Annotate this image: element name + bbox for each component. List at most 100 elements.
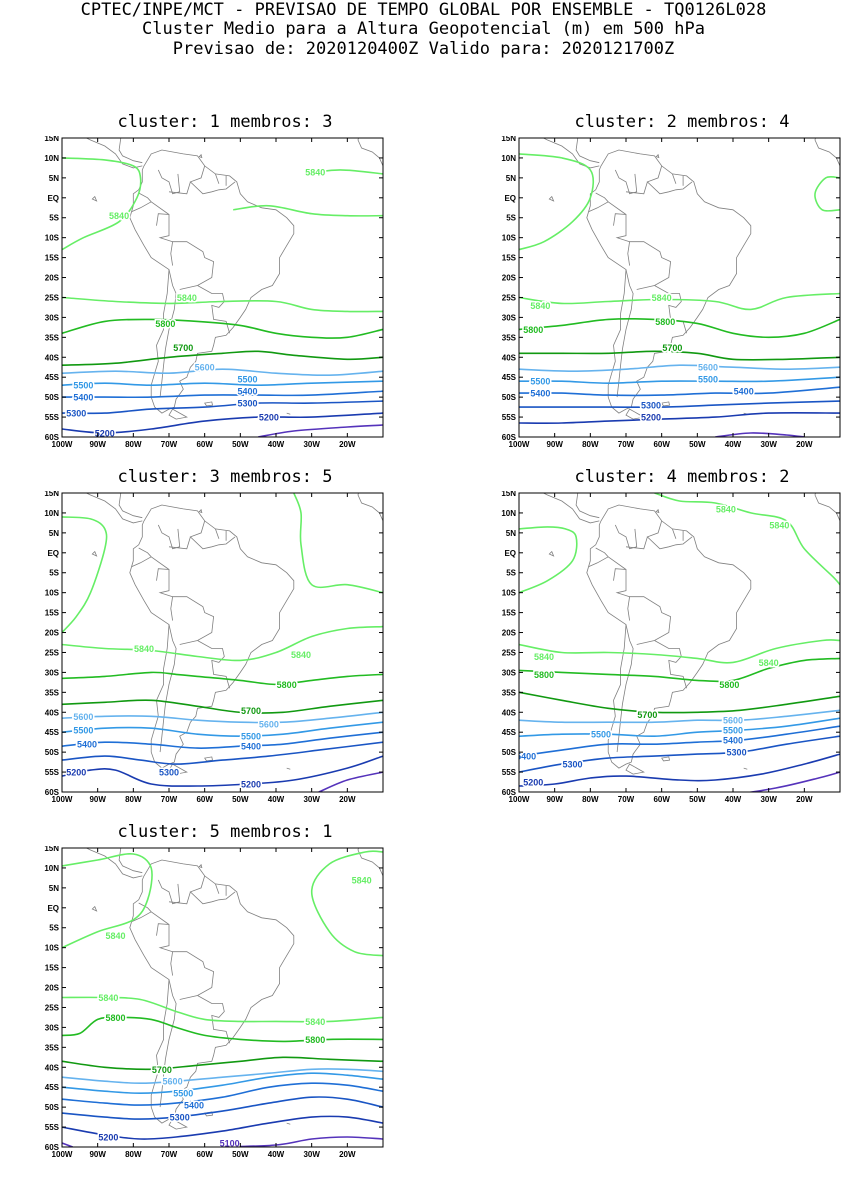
contour-label: 5800 bbox=[719, 680, 739, 690]
contour-5840 bbox=[519, 292, 840, 311]
map-frame bbox=[61, 492, 384, 793]
contour-label: 5200 bbox=[259, 413, 279, 423]
island-coast bbox=[168, 763, 188, 775]
lat-label: 55S bbox=[502, 413, 517, 422]
lat-label: 5N bbox=[49, 529, 59, 538]
country-border bbox=[614, 169, 638, 195]
lat-label: 5N bbox=[506, 529, 516, 538]
contour-5700 bbox=[519, 691, 840, 714]
lon-label: 40W bbox=[268, 440, 285, 449]
contour-label: 5400 bbox=[184, 1101, 204, 1111]
country-border bbox=[189, 875, 236, 905]
country-border bbox=[159, 269, 177, 398]
lon-label: 60W bbox=[196, 1150, 213, 1159]
country-border bbox=[613, 568, 630, 598]
island-coast bbox=[168, 408, 188, 420]
lat-label: EQ bbox=[47, 549, 59, 558]
lat-label: 10S bbox=[45, 589, 60, 598]
island-coast bbox=[204, 401, 213, 407]
country-border bbox=[197, 640, 230, 689]
lon-label: 70W bbox=[161, 440, 178, 449]
contour-label: 5200 bbox=[523, 778, 543, 788]
country-border bbox=[595, 192, 627, 215]
contour-5840 bbox=[519, 639, 840, 664]
lon-label: 40W bbox=[725, 440, 742, 449]
lat-label: 60S bbox=[45, 433, 60, 442]
lon-label: 20W bbox=[796, 440, 813, 449]
map-layer: 5840 5840 5840 5840 5800 5800 5700 5600 5500 5400… bbox=[62, 848, 383, 1147]
contour-5800 bbox=[62, 1016, 383, 1043]
contour-label: 5840 bbox=[305, 1017, 325, 1027]
contour-5700 bbox=[62, 350, 383, 366]
country-border bbox=[616, 269, 634, 398]
lat-label: 15S bbox=[502, 609, 517, 618]
contour-5100 bbox=[690, 771, 840, 792]
country-border bbox=[168, 536, 191, 550]
contour-label: 5300 bbox=[727, 748, 747, 758]
country-border bbox=[197, 995, 230, 1044]
country-border bbox=[156, 213, 173, 243]
lon-label: 70W bbox=[618, 440, 635, 449]
lat-label: 5S bbox=[49, 214, 59, 223]
lon-label: 80W bbox=[125, 1150, 142, 1159]
contour-label: 5840 bbox=[134, 644, 154, 654]
island-coast bbox=[91, 550, 98, 557]
contour-label: 5600 bbox=[723, 716, 743, 726]
lat-label: 10N bbox=[44, 154, 59, 163]
contour-5400 bbox=[519, 725, 840, 757]
contour-label: 5200 bbox=[641, 413, 661, 423]
lon-label: 30W bbox=[303, 795, 320, 804]
lon-label: 40W bbox=[268, 795, 285, 804]
contour-5300 bbox=[62, 1096, 383, 1120]
lat-label: 35S bbox=[502, 688, 517, 697]
map-frame bbox=[61, 847, 384, 1148]
lon-label: 70W bbox=[161, 1150, 178, 1159]
lat-label: 50S bbox=[45, 1103, 60, 1112]
contour-5840 bbox=[62, 157, 142, 251]
country-border bbox=[588, 556, 609, 568]
country-border bbox=[156, 568, 173, 598]
country-border bbox=[168, 181, 191, 195]
lon-label: 80W bbox=[582, 440, 599, 449]
lat-label: 40S bbox=[502, 708, 517, 717]
contour-5800 bbox=[519, 317, 840, 339]
lon-label: 20W bbox=[796, 795, 813, 804]
contour-label: 5400 bbox=[77, 740, 97, 750]
contour-label: 5300 bbox=[66, 409, 86, 419]
country-border bbox=[646, 165, 693, 195]
contour-5200 bbox=[62, 412, 383, 434]
contour-label: 5700 bbox=[662, 343, 682, 353]
country-border bbox=[138, 547, 170, 570]
country-border bbox=[197, 285, 230, 334]
lat-label: 40S bbox=[45, 353, 60, 362]
central-america-coast bbox=[542, 138, 600, 169]
contour-label: 5500 bbox=[698, 375, 718, 385]
contour-label: 5400 bbox=[723, 736, 743, 746]
island-coast bbox=[548, 550, 555, 557]
contour-label: 5200 bbox=[95, 429, 115, 439]
contour-5200 bbox=[62, 1115, 383, 1140]
contour-label: 5800 bbox=[655, 317, 675, 327]
country-border bbox=[157, 169, 181, 195]
contour-label: 5200 bbox=[66, 768, 86, 778]
island-coast bbox=[743, 767, 748, 770]
contour-5840 bbox=[814, 175, 840, 212]
contour-layer bbox=[62, 493, 383, 792]
contour-label: 5700 bbox=[241, 706, 261, 716]
central-america-coast bbox=[118, 493, 143, 519]
contour-label: 5800 bbox=[523, 325, 543, 335]
lon-label: 20W bbox=[339, 1150, 356, 1159]
lat-label: 50S bbox=[502, 393, 517, 402]
lat-label: 25S bbox=[45, 293, 60, 302]
contour-label: 5500 bbox=[237, 375, 257, 385]
contour-5700 bbox=[62, 699, 383, 714]
contour-label: 5200 bbox=[98, 1133, 118, 1143]
lon-label: 60W bbox=[196, 795, 213, 804]
lat-label: 30S bbox=[502, 668, 517, 677]
lat-label: 5S bbox=[49, 924, 59, 933]
central-america-coast bbox=[575, 493, 600, 519]
contour-label: 5300 bbox=[237, 399, 257, 409]
lat-label: 25S bbox=[45, 648, 60, 657]
contour-label: 5400 bbox=[241, 742, 261, 752]
